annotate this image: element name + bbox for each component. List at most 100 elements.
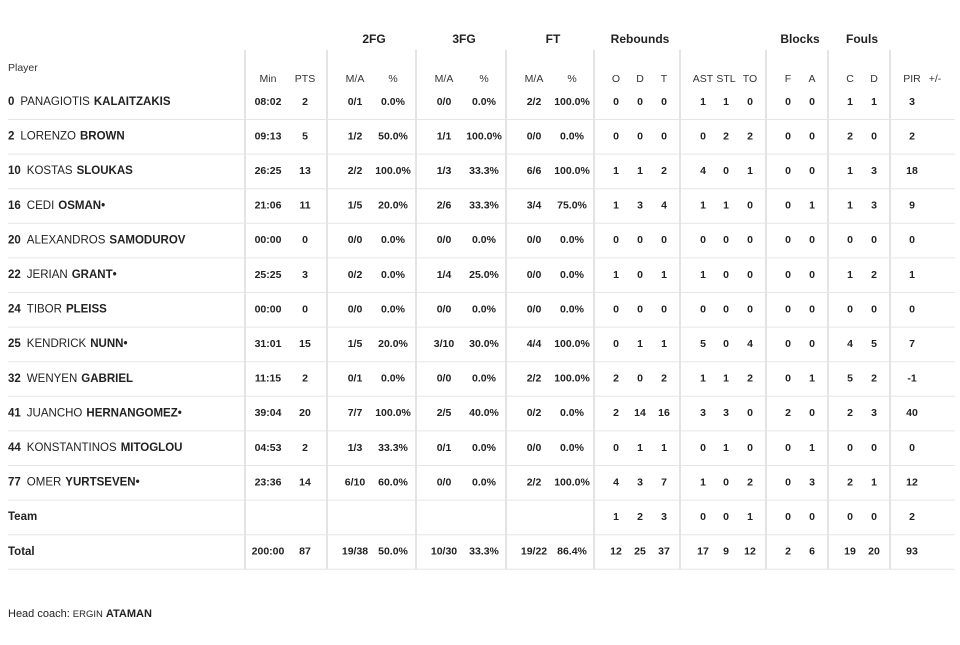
stat-cell: 0 bbox=[809, 269, 815, 281]
stat-cell: 25.0% bbox=[469, 269, 499, 281]
stat-cell: 0 bbox=[637, 303, 643, 315]
stat-cell: 00:00 bbox=[255, 303, 282, 315]
stat-cell: 0 bbox=[661, 96, 667, 108]
stat-cell: 1/1 bbox=[437, 130, 452, 142]
player-name: 22 JERIAN GRANT• bbox=[8, 269, 117, 281]
stat-cell: 1/3 bbox=[348, 442, 363, 454]
stat-cell: 100.0% bbox=[375, 407, 411, 419]
player-number: 10 bbox=[8, 165, 21, 177]
stat-cell: 12 bbox=[610, 546, 622, 558]
stat-cell: 2/6 bbox=[437, 200, 452, 212]
starter-mark: • bbox=[136, 477, 140, 489]
stat-cell: 37 bbox=[658, 546, 670, 558]
player-name: 41 JUANCHO HERNANGOMEZ• bbox=[8, 407, 182, 419]
stat-cell: 0 bbox=[723, 511, 729, 523]
stat-cell: 0 bbox=[809, 96, 815, 108]
player-last-name: GRANT bbox=[72, 269, 113, 281]
stat-cell: 33.3% bbox=[469, 165, 499, 177]
stat-cell: 0 bbox=[302, 303, 308, 315]
stat-cell: 23:36 bbox=[255, 476, 282, 488]
stat-cell: 20.0% bbox=[378, 338, 408, 350]
stat-cell: 04:53 bbox=[255, 442, 282, 454]
stat-cell: 0 bbox=[637, 269, 643, 281]
stat-cell: 100.0% bbox=[554, 96, 590, 108]
coach-label: Head coach: bbox=[8, 608, 70, 620]
stat-cell: 75.0% bbox=[557, 200, 587, 212]
stat-cell: 1 bbox=[723, 96, 729, 108]
player-first-name: TIBOR bbox=[27, 304, 62, 316]
stat-cell: 60.0% bbox=[378, 476, 408, 488]
player-name: 16 CEDI OSMAN• bbox=[8, 200, 105, 212]
stat-cell: 1 bbox=[637, 165, 643, 177]
row-label: Total bbox=[8, 546, 35, 558]
stat-cell: 2 bbox=[302, 96, 308, 108]
stat-cell: 1 bbox=[700, 476, 706, 488]
stat-cell: 33.3% bbox=[469, 200, 499, 212]
stat-cell: 0.0% bbox=[560, 303, 585, 315]
stat-cell: 1 bbox=[809, 373, 815, 385]
stat-cell: 19/38 bbox=[342, 546, 368, 558]
stat-cell: 5 bbox=[847, 373, 853, 385]
stat-cell: 1 bbox=[700, 269, 706, 281]
stat-cell: 0/1 bbox=[437, 442, 452, 454]
stat-cell: 0 bbox=[723, 234, 729, 246]
stat-cell: 4 bbox=[613, 476, 619, 488]
stat-cell: 0 bbox=[747, 303, 753, 315]
player-name: 2 LORENZO BROWN bbox=[8, 131, 125, 143]
player-last-name: GABRIEL bbox=[81, 373, 133, 385]
player-first-name: WENYEN bbox=[27, 373, 77, 385]
player-first-name: KOSTAS bbox=[27, 165, 73, 177]
stat-cell: 0/0 bbox=[527, 303, 542, 315]
stat-cell: 0 bbox=[613, 303, 619, 315]
stat-cell: 1 bbox=[661, 269, 667, 281]
stat-cell: 15 bbox=[299, 338, 311, 350]
starter-mark: • bbox=[113, 269, 117, 281]
stat-cell: 0 bbox=[785, 373, 791, 385]
stat-cell: 2 bbox=[785, 407, 791, 419]
stat-cell: 2 bbox=[637, 511, 643, 523]
stat-cell: 7/7 bbox=[348, 407, 363, 419]
player-first-name: JUANCHO bbox=[27, 407, 83, 419]
stat-cell: 0.0% bbox=[381, 269, 406, 281]
stat-cell: 25 bbox=[634, 546, 646, 558]
player-header: Player bbox=[8, 62, 38, 74]
stat-cell: 3/10 bbox=[434, 338, 455, 350]
stat-cell: 1 bbox=[613, 511, 619, 523]
stat-cell: 0.0% bbox=[472, 234, 497, 246]
stat-cell: 33.3% bbox=[378, 442, 408, 454]
stat-cell: 1 bbox=[871, 96, 877, 108]
stat-cell: 0/0 bbox=[437, 373, 452, 385]
player-number: 25 bbox=[8, 338, 21, 350]
stat-cell: 1 bbox=[637, 338, 643, 350]
stat-cell: 0/0 bbox=[348, 303, 363, 315]
player-number: 20 bbox=[8, 234, 21, 246]
player-first-name: JERIAN bbox=[27, 269, 68, 281]
stat-cell: 0 bbox=[847, 442, 853, 454]
stat-cell: 4 bbox=[700, 165, 706, 177]
stat-cell: 100.0% bbox=[466, 130, 502, 142]
stat-cell: 2 bbox=[613, 407, 619, 419]
stat-cell: 0 bbox=[723, 303, 729, 315]
stat-cell: 2 bbox=[302, 373, 308, 385]
stat-cell: 1 bbox=[723, 442, 729, 454]
stat-cell: 1/5 bbox=[348, 338, 363, 350]
stat-cell: 16 bbox=[658, 407, 670, 419]
stat-cell: 0.0% bbox=[381, 303, 406, 315]
stat-cell: 1 bbox=[847, 165, 853, 177]
stat-cell: 3 bbox=[302, 269, 308, 281]
stat-cell: 0 bbox=[723, 269, 729, 281]
group-header: 2FG bbox=[362, 32, 385, 46]
stat-cell: 10/30 bbox=[431, 546, 457, 558]
stat-cell: 4 bbox=[661, 200, 667, 212]
stat-cell: 0 bbox=[661, 234, 667, 246]
stat-cell: 14 bbox=[634, 407, 646, 419]
stat-cell: 0 bbox=[700, 234, 706, 246]
stat-cell: 08:02 bbox=[255, 96, 282, 108]
stat-cell: 2 bbox=[909, 511, 915, 523]
group-header: FT bbox=[546, 32, 561, 46]
stat-cell: 0 bbox=[785, 200, 791, 212]
player-number: 16 bbox=[8, 200, 21, 212]
stat-cell: 86.4% bbox=[557, 546, 587, 558]
player-number: 0 bbox=[8, 96, 14, 108]
stat-cell: 1 bbox=[747, 165, 753, 177]
